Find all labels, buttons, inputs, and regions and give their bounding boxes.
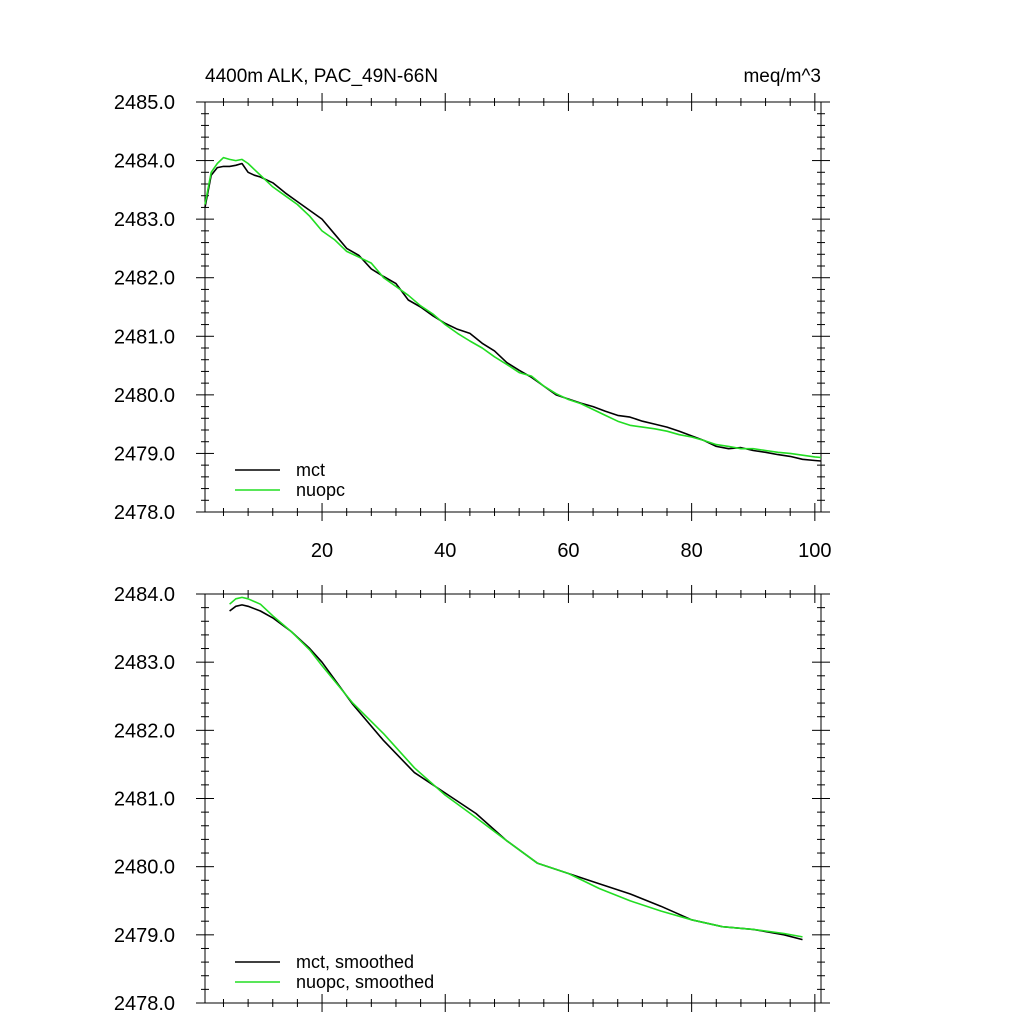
y-tick-label: 2483.0	[114, 209, 175, 231]
y-tick-label: 2482.0	[114, 720, 175, 742]
y-tick-label: 2481.0	[114, 789, 175, 811]
x-tick-label: 80	[681, 540, 703, 562]
x-tick-label: 40	[434, 540, 456, 562]
y-tick-label: 2478.0	[114, 993, 175, 1015]
y-tick-label: 2481.0	[114, 326, 175, 348]
y-tick-label: 2484.0	[114, 151, 175, 173]
y-tick-label: 2484.0	[114, 584, 175, 606]
x-tick-label: 20	[311, 540, 333, 562]
units-label: meq/m^3	[743, 66, 821, 87]
plot-frame	[204, 101, 822, 513]
y-tick-label: 2478.0	[114, 502, 175, 524]
y-tick-label: 2482.0	[114, 268, 175, 290]
series-line-mct	[204, 162, 822, 462]
legend-label: nuopc	[296, 480, 345, 500]
chart-title: 4400m ALK, PAC_49N-66N	[205, 66, 438, 87]
top-panel: 2478.0 2479.0 2480.0 2481.0 2482.0 2483.0 2484…	[114, 92, 832, 562]
y-tick-label: 2480.0	[114, 857, 175, 879]
y-tick-label: 2479.0	[114, 925, 175, 947]
series-line-nuopc	[204, 156, 822, 459]
y-tick-label: 2483.0	[114, 652, 175, 674]
series-line-nuopc-smoothed	[229, 596, 803, 938]
y-tick-label: 2479.0	[114, 443, 175, 465]
legend-label: mct, smoothed	[296, 952, 414, 972]
y-tick-label: 2485.0	[114, 92, 175, 114]
bottom-panel: 2478.0 2479.0 2480.0 2481.0 2482.0 2483.0 2484…	[114, 584, 830, 1015]
series-line-mct-smoothed	[229, 604, 803, 941]
x-tick-label: 100	[798, 540, 831, 562]
x-tick-label: 60	[557, 540, 579, 562]
plot-frame	[204, 593, 822, 1004]
y-tick-label: 2480.0	[114, 385, 175, 407]
legend-label: nuopc, smoothed	[296, 972, 434, 992]
legend-label: mct	[296, 460, 325, 480]
